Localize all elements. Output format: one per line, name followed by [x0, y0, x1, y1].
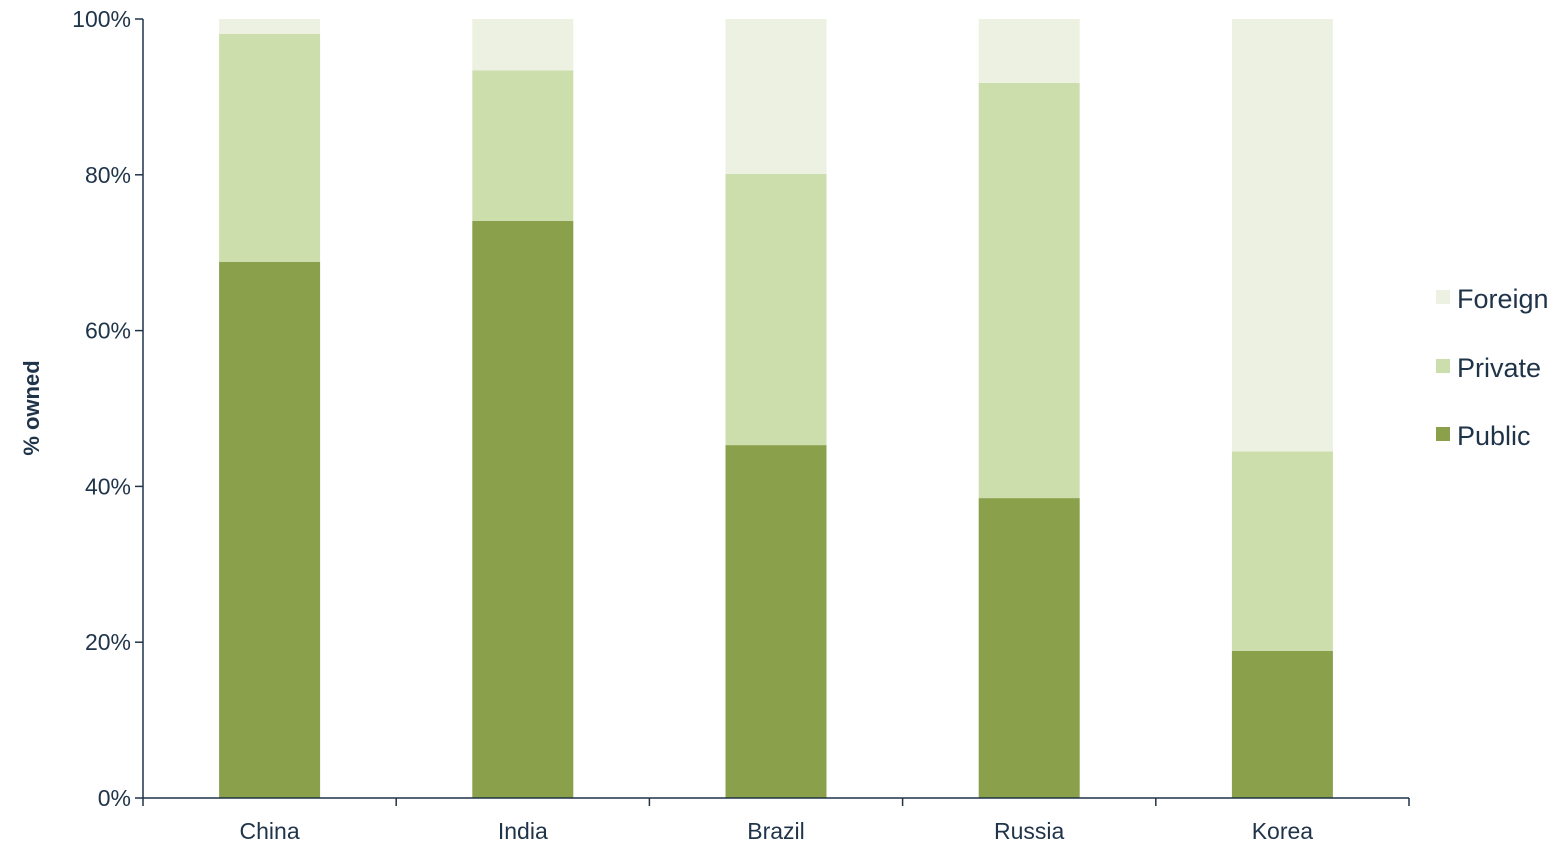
- y-axis-title: % owned: [19, 360, 44, 455]
- y-tick-label: 60%: [85, 318, 131, 344]
- bar-segment-private-india: [472, 70, 574, 221]
- y-tick-label: 0%: [98, 785, 131, 811]
- bar-segment-public-russia: [978, 498, 1080, 798]
- bar-segment-private-china: [219, 33, 321, 262]
- bar-segment-private-russia: [978, 82, 1080, 499]
- legend-label-public: Public: [1457, 421, 1531, 451]
- legend-label-private: Private: [1457, 353, 1541, 383]
- x-tick-label-korea: Korea: [1252, 818, 1314, 844]
- x-tick-label-russia: Russia: [994, 818, 1065, 844]
- bar-segment-foreign-brazil: [725, 19, 827, 174]
- bar-segment-foreign-china: [219, 19, 321, 34]
- bars-group: [219, 19, 1333, 799]
- legend-swatch-public: [1436, 427, 1450, 441]
- bar-segment-foreign-india: [472, 19, 574, 71]
- bar-segment-private-brazil: [725, 174, 827, 446]
- legend-label-foreign: Foreign: [1457, 284, 1549, 314]
- legend: Foreign Private Public: [1436, 284, 1549, 451]
- legend-swatch-foreign: [1436, 290, 1450, 304]
- bar-segment-public-brazil: [725, 445, 827, 798]
- bar-segment-public-korea: [1231, 650, 1333, 798]
- axes-group: 0% 20% 40% 60% 80% 100% China India Brazil Russia…: [19, 6, 1410, 844]
- x-tick-label-brazil: Brazil: [747, 818, 805, 844]
- bar-segment-public-china: [219, 262, 321, 798]
- bar-segment-public-india: [472, 220, 574, 799]
- bar-segment-private-korea: [1231, 451, 1333, 651]
- x-tick-label-india: India: [498, 818, 548, 844]
- y-tick-label: 100%: [72, 6, 131, 32]
- bar-segment-foreign-russia: [978, 19, 1080, 83]
- y-tick-label: 20%: [85, 629, 131, 655]
- bar-segment-foreign-korea: [1231, 19, 1333, 452]
- y-tick-label: 80%: [85, 162, 131, 188]
- legend-swatch-private: [1436, 359, 1450, 373]
- y-tick-label: 40%: [85, 473, 131, 499]
- x-tick-label-china: China: [240, 818, 300, 844]
